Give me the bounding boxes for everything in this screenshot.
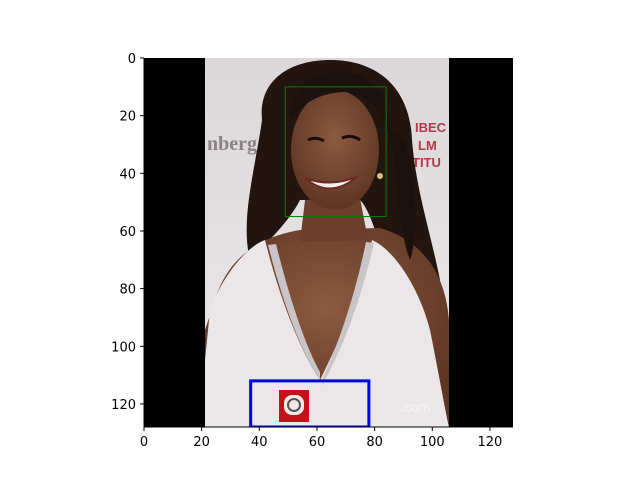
- x-tick-label: 20: [193, 435, 210, 450]
- y-tick-label: 100: [111, 340, 136, 355]
- logo-box: [249, 379, 371, 427]
- red-badge-logo: [279, 390, 309, 422]
- photo: nberg IBEC LM TITU: [205, 58, 449, 427]
- x-tick-label: 60: [309, 435, 326, 450]
- y-tick-label: 20: [119, 110, 136, 125]
- x-tick-label: 40: [251, 435, 268, 450]
- backdrop-text-right-1: IBEC: [415, 120, 447, 135]
- y-tick-label: 120: [111, 398, 136, 413]
- watermark-text: .com: [400, 399, 430, 415]
- y-axis-ticks: 0 20 40 60 80 100 120: [111, 52, 144, 413]
- x-tick-label: 80: [366, 435, 383, 450]
- face-box: [284, 86, 387, 218]
- image-axes: nberg IBEC LM TITU: [111, 52, 513, 450]
- y-tick-label: 0: [128, 52, 136, 67]
- axes-spines: [143, 58, 513, 428]
- x-tick-label: 0: [140, 435, 148, 450]
- y-tick-label: 80: [119, 283, 136, 298]
- backdrop-text-right-3: TITU: [412, 155, 441, 170]
- y-tick-label: 60: [119, 225, 136, 240]
- x-axis-ticks: 0 20 40 60 80 100 120: [140, 427, 502, 450]
- backdrop-text-right-2: LM: [418, 138, 437, 153]
- bounding-boxes: [249, 86, 387, 427]
- x-tick-label: 100: [420, 435, 445, 450]
- x-tick-label: 120: [478, 435, 503, 450]
- image-padding-right: [449, 58, 513, 427]
- backdrop-text-left: nberg: [207, 133, 257, 155]
- image-padding-left: [144, 58, 205, 427]
- y-tick-label: 40: [119, 167, 136, 182]
